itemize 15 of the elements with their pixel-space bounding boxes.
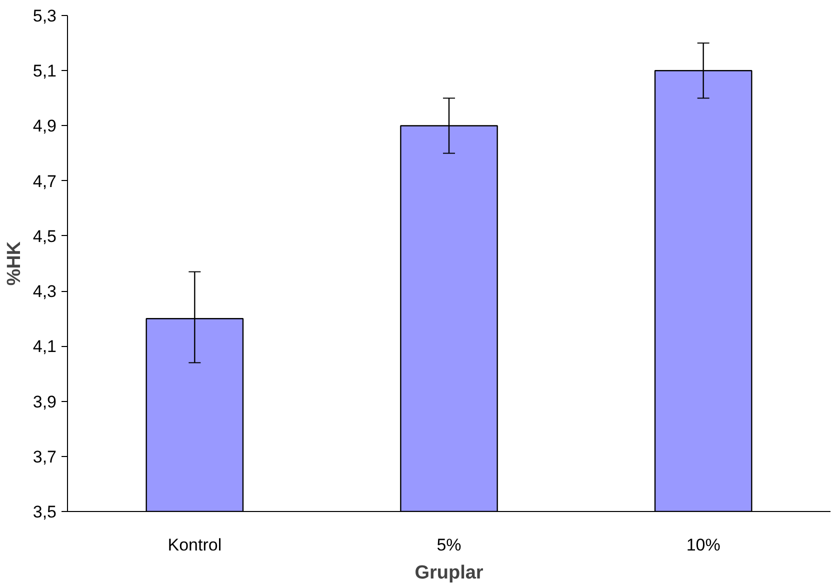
x-tick-label: Kontrol <box>168 536 222 554</box>
x-tick-label: 5% <box>436 536 462 554</box>
y-tick-label: 5,3 <box>32 6 57 26</box>
y-axis-title: %HK <box>4 241 25 286</box>
y-tick-label: 4,9 <box>32 116 57 136</box>
y-tick-label: 5,1 <box>32 62 57 81</box>
y-tick-label: 4,3 <box>32 282 57 302</box>
y-tick-label: 4,7 <box>32 172 57 191</box>
y-tick-label: 3,5 <box>32 502 57 522</box>
y-tick-label: 3,7 <box>32 447 57 466</box>
x-tick-label: 10% <box>686 536 720 554</box>
x-axis-title: Gruplar <box>414 562 484 584</box>
y-tick-label: 3,9 <box>32 392 57 412</box>
y-tick-label: 4,5 <box>32 226 57 246</box>
y-tick-label: 4,1 <box>32 337 57 356</box>
